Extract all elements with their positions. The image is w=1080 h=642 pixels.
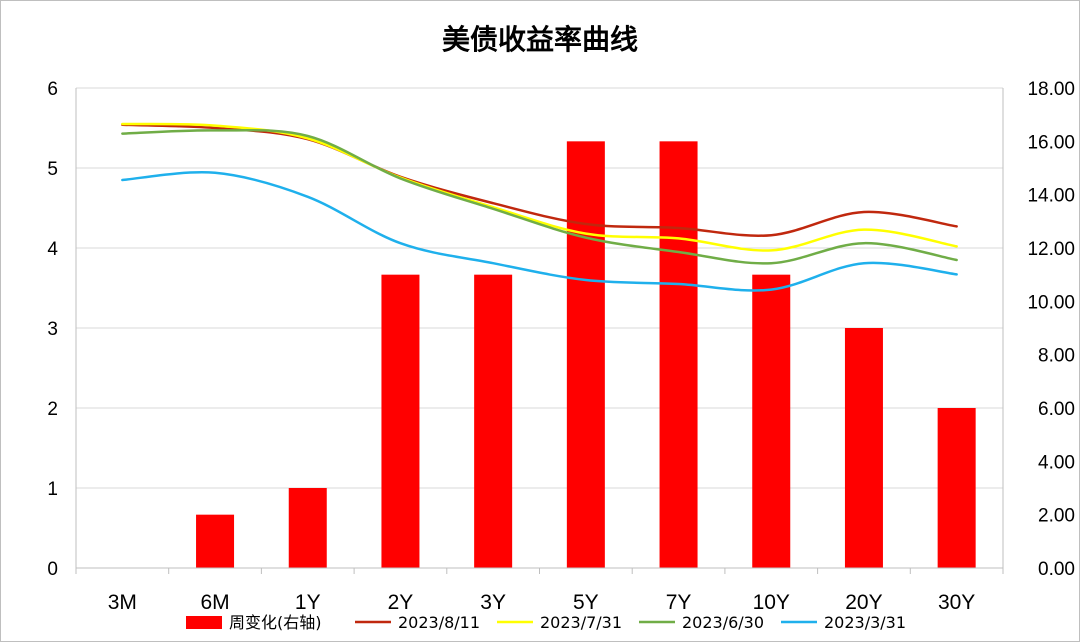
right-tick-label: 2.00 xyxy=(1038,506,1075,527)
bar-10Y xyxy=(752,274,791,568)
left-tick-label: 3 xyxy=(47,319,58,340)
right-tick-label: 8.00 xyxy=(1038,346,1075,367)
left-axis-ticks: 0 1 2 3 4 5 6 xyxy=(47,79,58,580)
left-tick-label: 4 xyxy=(47,239,58,260)
category-label: 1Y xyxy=(295,591,321,614)
series-line-2023/6/30 xyxy=(121,128,958,265)
legend: 周变化(右轴) 2023/8/11 2023/7/31 2023/6/30 2023/3… xyxy=(186,613,906,632)
right-tick-label: 18.00 xyxy=(1027,79,1075,100)
right-tick-label: 0.00 xyxy=(1038,559,1075,580)
right-tick-label: 4.00 xyxy=(1038,452,1075,473)
legend-label: 周变化(右轴) xyxy=(229,613,322,632)
series-line-2023/7/31 xyxy=(121,122,958,252)
right-tick-label: 14.00 xyxy=(1027,186,1075,207)
left-tick-label: 2 xyxy=(47,399,58,420)
line-series xyxy=(121,122,958,292)
axes xyxy=(75,88,1004,574)
bar-5Y xyxy=(566,141,605,569)
legend-label: 2023/6/30 xyxy=(682,613,764,632)
category-label: 3M xyxy=(108,591,137,614)
bar-20Y xyxy=(844,328,883,568)
left-tick-label: 1 xyxy=(47,479,58,500)
category-label: 30Y xyxy=(938,591,975,614)
category-label: 3Y xyxy=(480,591,506,614)
bar-1Y xyxy=(288,488,327,568)
category-label: 7Y xyxy=(666,591,692,614)
category-labels: 3M 6M 1Y 2Y 3Y 5Y 7Y 10Y 20Y 30Y xyxy=(108,591,976,614)
category-label: 10Y xyxy=(753,591,790,614)
right-tick-label: 16.00 xyxy=(1027,132,1075,153)
legend-swatch-bars xyxy=(186,616,222,629)
right-tick-label: 10.00 xyxy=(1027,292,1075,313)
legend-label: 2023/3/31 xyxy=(824,613,906,632)
bar-30Y xyxy=(937,408,976,568)
right-axis-ticks: 0.00 2.00 4.00 6.00 8.00 10.00 12.00 14.00 16.00… xyxy=(1027,79,1075,580)
category-label: 6M xyxy=(200,591,229,614)
bar-series xyxy=(196,141,976,569)
series-line-2023/8/11 xyxy=(121,123,958,237)
bar-6M xyxy=(196,514,235,568)
gridlines xyxy=(76,87,1003,569)
right-tick-label: 12.00 xyxy=(1027,239,1075,260)
left-tick-label: 0 xyxy=(47,559,58,580)
category-label: 20Y xyxy=(845,591,882,614)
category-label: 2Y xyxy=(388,591,414,614)
legend-label: 2023/8/11 xyxy=(398,613,480,632)
series-line-2023/3/31 xyxy=(121,171,958,292)
bar-3Y xyxy=(474,274,513,568)
chart-title: 美债收益率曲线 xyxy=(442,23,638,56)
left-tick-label: 5 xyxy=(47,159,58,180)
bar-7Y xyxy=(659,141,698,569)
left-tick-label: 6 xyxy=(47,79,58,100)
legend-label: 2023/7/31 xyxy=(540,613,622,632)
category-label: 5Y xyxy=(573,591,599,614)
bar-2Y xyxy=(381,274,420,568)
right-tick-label: 6.00 xyxy=(1038,399,1075,420)
